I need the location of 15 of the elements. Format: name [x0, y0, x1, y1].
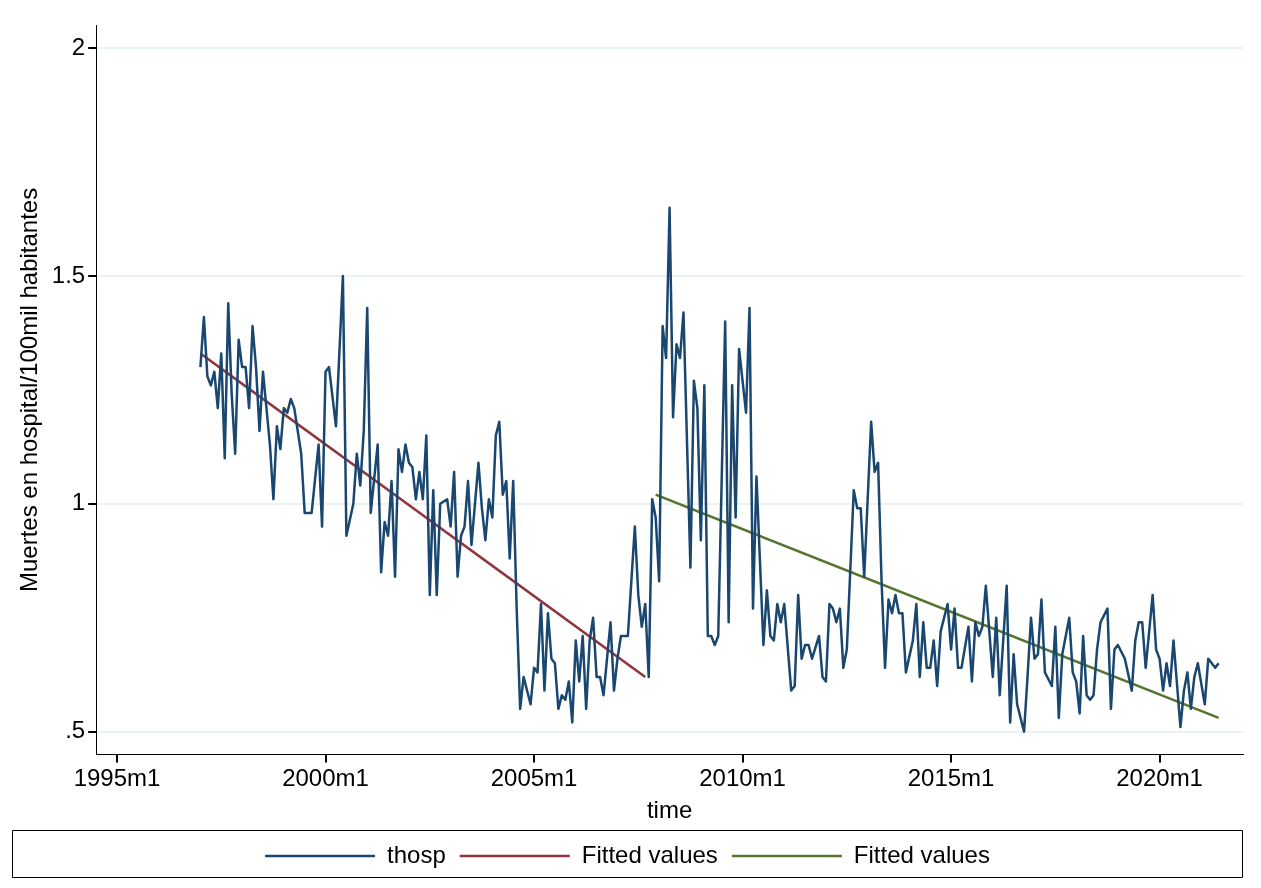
- x-tick-label: 2015m1: [907, 764, 995, 792]
- x-tick-label: 2000m1: [282, 764, 369, 792]
- y-tick-label: 1.5: [51, 260, 86, 288]
- x-tick-label: 2020m1: [1116, 764, 1203, 792]
- y-tick-label: 2: [71, 32, 86, 60]
- legend-label: Fitted values: [853, 840, 990, 868]
- x-tick-label: 2010m1: [699, 764, 786, 792]
- x-axis-title: time: [646, 796, 693, 824]
- legend-label: Fitted values: [581, 840, 718, 868]
- x-tick-label: 2005m1: [490, 764, 578, 792]
- y-axis-title: Muertes en hospital/100mil habitantes: [15, 187, 43, 593]
- x-tick-label: 1995m1: [73, 764, 161, 792]
- y-tick-label: .5: [65, 716, 86, 744]
- y-tick-label: 1: [71, 488, 86, 516]
- legend-label: thosp: [387, 840, 446, 868]
